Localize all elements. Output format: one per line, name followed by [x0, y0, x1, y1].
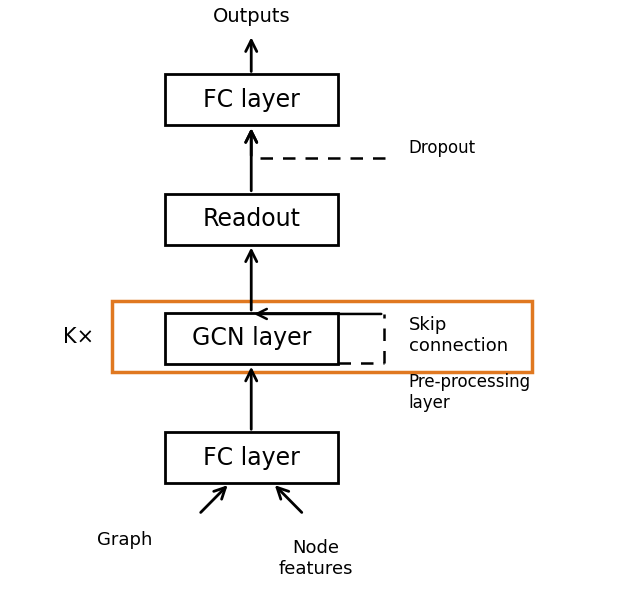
Bar: [165, 194, 337, 245]
Text: Node
features: Node features: [279, 539, 353, 578]
Text: Readout: Readout: [202, 207, 300, 231]
Bar: [165, 432, 337, 483]
Text: Graph: Graph: [97, 532, 152, 549]
Text: Pre-processing
layer: Pre-processing layer: [409, 373, 531, 412]
Text: GCN layer: GCN layer: [192, 326, 311, 350]
Text: Dropout: Dropout: [409, 139, 476, 157]
Bar: [165, 74, 337, 126]
Text: Outputs: Outputs: [212, 7, 290, 26]
Bar: [165, 313, 337, 364]
Text: K×: K×: [63, 327, 94, 347]
Text: FC layer: FC layer: [203, 445, 300, 470]
Bar: [112, 301, 532, 372]
Text: Skip
connection: Skip connection: [409, 316, 508, 355]
Text: FC layer: FC layer: [203, 88, 300, 112]
